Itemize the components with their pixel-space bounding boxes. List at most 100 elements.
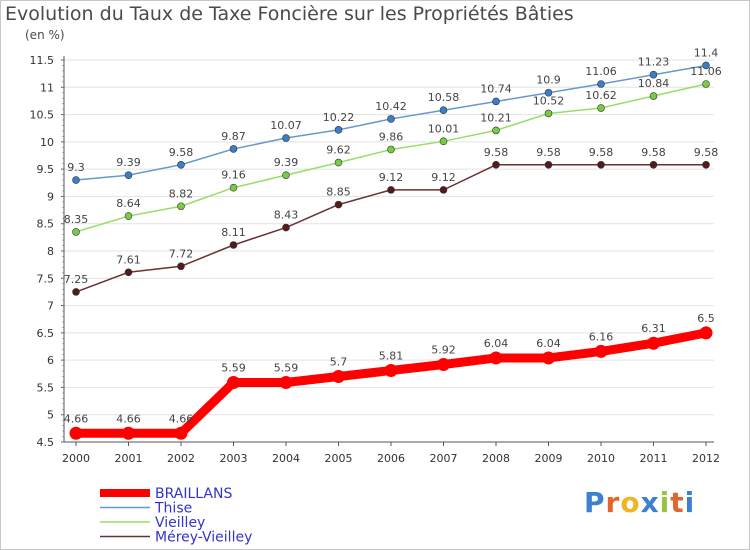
data-point bbox=[439, 106, 448, 115]
data-point bbox=[282, 171, 290, 179]
data-label: 8.43 bbox=[274, 209, 299, 222]
data-point bbox=[544, 160, 553, 169]
data-point bbox=[542, 351, 555, 365]
x-tick-label: 2005 bbox=[325, 452, 353, 465]
data-point bbox=[334, 200, 343, 209]
data-point bbox=[387, 186, 395, 194]
data-label: 9.58 bbox=[484, 146, 509, 159]
data-point bbox=[122, 426, 135, 440]
data-point bbox=[124, 212, 133, 220]
data-label: 8.82 bbox=[169, 187, 194, 200]
data-point bbox=[177, 262, 185, 271]
data-point bbox=[492, 97, 500, 106]
data-point bbox=[229, 183, 238, 192]
y-tick-label: 7 bbox=[47, 300, 54, 313]
data-label: 10.22 bbox=[323, 111, 355, 124]
data-point bbox=[227, 376, 240, 390]
x-tick-label: 2009 bbox=[535, 452, 563, 465]
x-tick-label: 2004 bbox=[272, 452, 300, 465]
data-label: 9.12 bbox=[431, 171, 456, 184]
axes: 4.5 5 5.5 6 6.5 7 7.5 8 8.5 9 9.5 10 10.5 11 11.5 2000 2… bbox=[30, 54, 721, 465]
data-label: 9.12 bbox=[379, 171, 404, 184]
data-label: 8.85 bbox=[326, 186, 351, 199]
data-point bbox=[279, 376, 293, 390]
data-point bbox=[647, 336, 660, 350]
data-point bbox=[439, 186, 448, 194]
legend-label-vieilley: Vieilley bbox=[155, 515, 205, 531]
data-label: 10.58 bbox=[428, 91, 460, 104]
data-label: 5.59 bbox=[221, 362, 246, 375]
data-label: 10.52 bbox=[533, 94, 565, 107]
logo-letter: o bbox=[620, 486, 641, 519]
data-label: 4.66 bbox=[169, 412, 194, 425]
series-thise: 9.3 9.39 9.58 9.87 10.07 10.22 10.42 10.58 10.74… bbox=[67, 46, 719, 184]
y-tick-label: 11 bbox=[40, 81, 54, 94]
data-label: 9.58 bbox=[536, 146, 561, 159]
data-point bbox=[597, 160, 605, 169]
data-point bbox=[334, 126, 343, 134]
logo-letter: i bbox=[659, 486, 671, 519]
data-label: 8.35 bbox=[64, 213, 89, 226]
logo-letter: t bbox=[670, 486, 685, 519]
data-point bbox=[332, 370, 345, 384]
chart-title: Evolution du Taux de Taxe Foncière sur l… bbox=[5, 3, 574, 25]
data-label: 10.21 bbox=[480, 111, 512, 124]
data-label: 5.81 bbox=[379, 350, 404, 363]
y-tick-label: 5 bbox=[47, 409, 54, 422]
logo-letter: x bbox=[640, 486, 660, 519]
data-label: 6.5 bbox=[697, 312, 715, 325]
data-label: 5.92 bbox=[431, 344, 456, 357]
data-label: 7.72 bbox=[169, 247, 194, 260]
logo-letter: r bbox=[605, 486, 621, 519]
data-point bbox=[334, 158, 343, 167]
data-label: 8.11 bbox=[221, 226, 246, 239]
data-label: 9.58 bbox=[641, 146, 666, 159]
data-point bbox=[72, 176, 80, 184]
y-tick-label: 8.5 bbox=[37, 218, 55, 231]
data-label: 9.58 bbox=[589, 146, 614, 159]
x-tick-label: 2011 bbox=[640, 452, 668, 465]
data-label: 7.61 bbox=[116, 253, 141, 266]
data-label: 11.4 bbox=[694, 46, 719, 59]
data-point bbox=[649, 70, 658, 79]
series: 9.3 9.39 9.58 9.87 10.07 10.22 10.42 10.58 10.74… bbox=[64, 46, 722, 440]
data-label: 10.84 bbox=[638, 77, 670, 90]
y-tick-label: 11.5 bbox=[30, 54, 55, 67]
data-label: 10.01 bbox=[428, 122, 460, 135]
y-tick-label: 9.5 bbox=[37, 163, 55, 176]
data-point bbox=[384, 364, 398, 378]
data-point bbox=[489, 351, 503, 365]
data-point bbox=[597, 104, 605, 112]
data-point bbox=[437, 358, 450, 372]
data-point bbox=[439, 137, 448, 146]
y-tick-label: 7.5 bbox=[37, 272, 55, 285]
data-label: 5.7 bbox=[330, 356, 348, 369]
data-point bbox=[492, 126, 500, 135]
y-tick-label: 10.5 bbox=[30, 109, 55, 122]
data-point bbox=[387, 145, 395, 154]
x-tick-label: 2002 bbox=[167, 452, 195, 465]
series-line-thise bbox=[75, 64, 707, 181]
legend-label-thise: Thise bbox=[154, 501, 192, 517]
data-label: 9.86 bbox=[379, 130, 404, 143]
data-point bbox=[702, 80, 710, 88]
x-tick-label: 2010 bbox=[587, 452, 615, 465]
data-point bbox=[597, 80, 605, 88]
logo-letter: P bbox=[584, 486, 606, 519]
series-m-rey-vieilley: 7.25 7.61 7.72 8.11 8.43 8.85 9.12 9.12 9.58 9.58… bbox=[64, 146, 719, 296]
data-point bbox=[72, 228, 80, 236]
data-point bbox=[124, 268, 133, 277]
logo-letter: i bbox=[684, 486, 696, 519]
data-label: 6.04 bbox=[536, 337, 561, 350]
data-point bbox=[649, 92, 658, 100]
data-label: 6.04 bbox=[484, 337, 509, 350]
data-point bbox=[594, 344, 608, 358]
data-label: 8.64 bbox=[116, 197, 141, 210]
data-label: 4.66 bbox=[64, 412, 89, 425]
y-tick-label: 6 bbox=[47, 354, 54, 367]
unit-label: (en %) bbox=[25, 28, 65, 42]
data-label: 9.58 bbox=[694, 146, 719, 159]
data-point bbox=[699, 326, 713, 340]
